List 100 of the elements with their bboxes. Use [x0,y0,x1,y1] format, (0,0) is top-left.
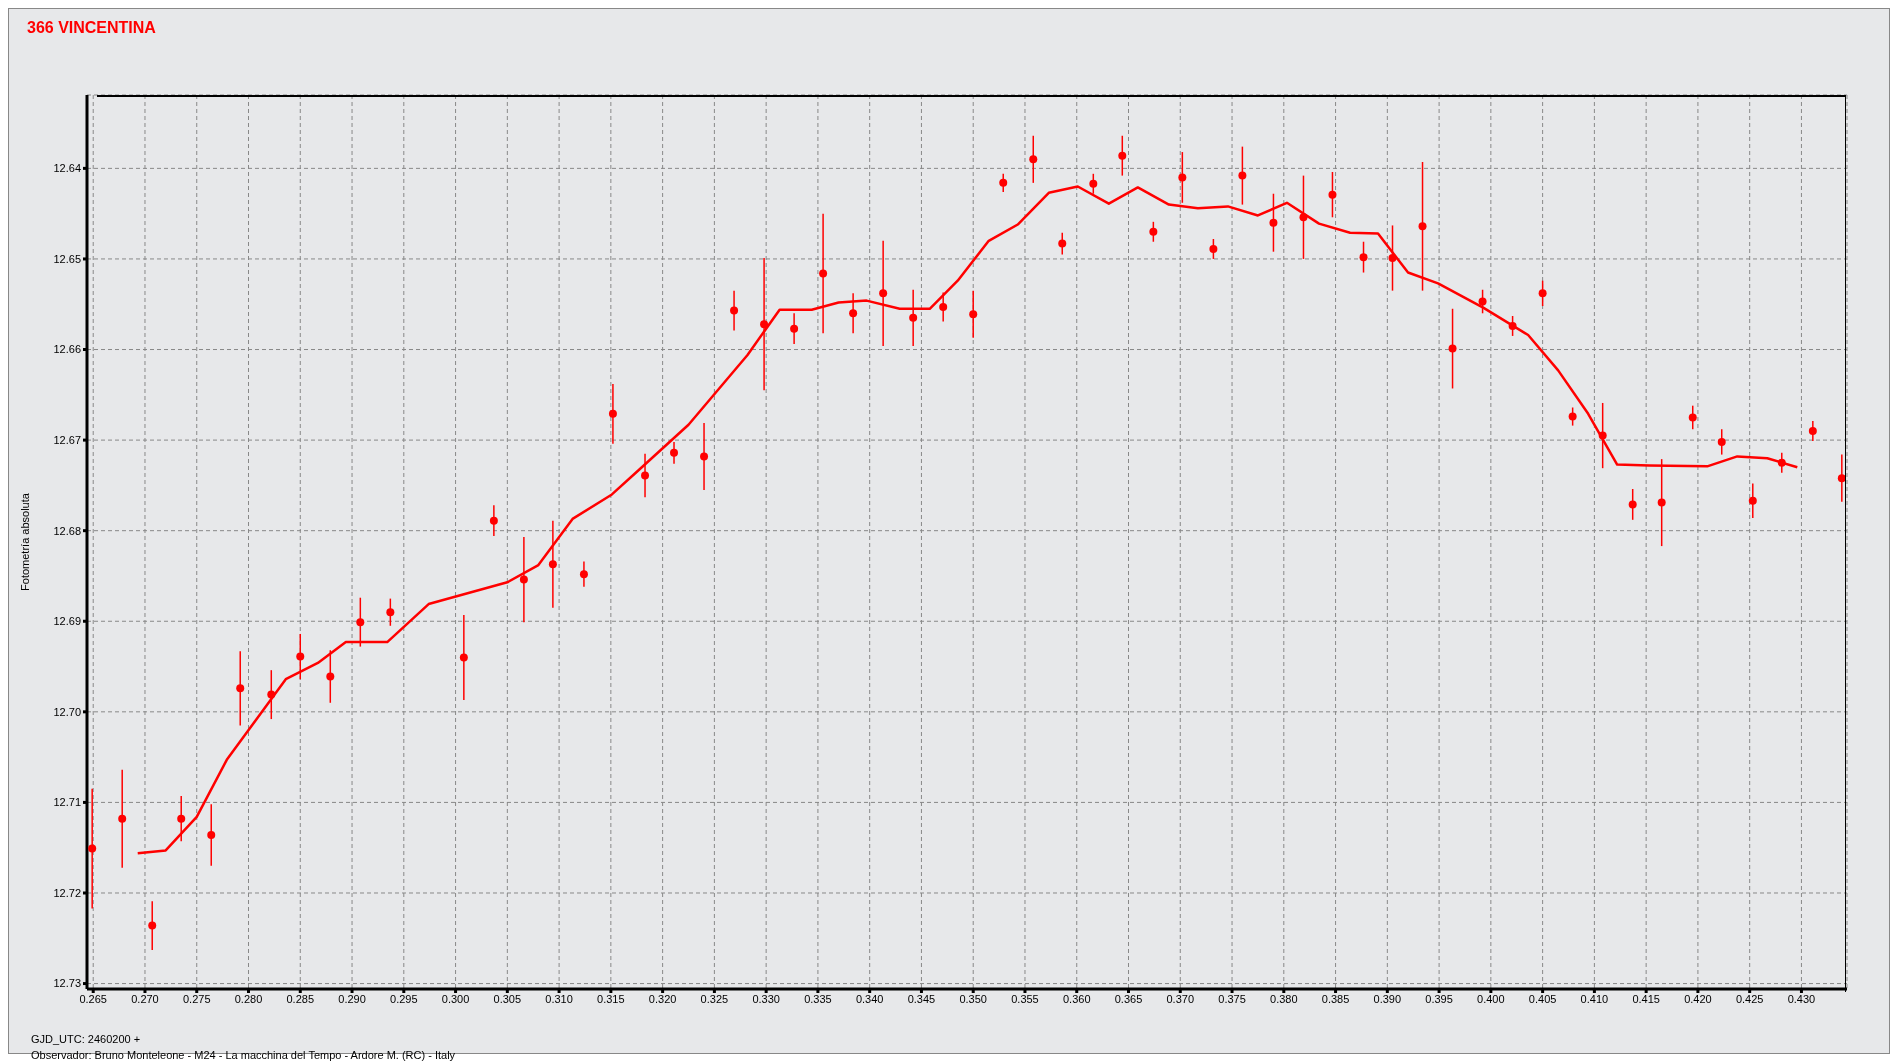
point [849,309,858,318]
y-tick-label: 12.72 [53,886,81,899]
point [999,178,1008,187]
point [148,921,157,930]
point [1688,413,1697,422]
point [548,560,557,569]
point [760,320,769,329]
x-tick-label: 0.350 [959,992,987,1005]
y-tick-label: 12.73 [53,977,81,990]
y-tick-label: 12.70 [53,705,81,718]
y-tick-label: 12.67 [53,434,81,447]
y-tick-label: 12.65 [53,252,81,265]
point [1448,344,1457,353]
point [1058,239,1067,248]
point [1717,437,1726,446]
point [969,310,978,319]
point [730,306,739,315]
point [1777,458,1786,467]
x-tick-label: 0.300 [441,992,470,1005]
x-tick-label: 0.290 [338,992,366,1005]
text: GJD_UTC: 2460200 + [31,1032,142,1047]
x-tick-label: 0.265 [79,992,107,1005]
point [1808,427,1817,436]
point [459,653,468,662]
point [236,684,245,693]
point [356,618,365,627]
point [608,409,617,418]
chart-title: 366 VINCENTINA [27,19,156,37]
x-tick-label: 0.400 [1477,992,1505,1005]
x-tick-label: 0.370 [1166,992,1195,1005]
y-tick-label: 12.71 [53,796,81,809]
point [1568,412,1577,421]
x-tick-label: 0.365 [1114,992,1143,1005]
point [1598,431,1607,440]
point [1628,500,1637,509]
point [519,575,528,584]
x-tick-label: 0.410 [1580,992,1609,1005]
y-axis-title: Fotometría absoluta [18,492,31,591]
x-tick-label: 0.355 [1011,992,1039,1005]
x-tick-label: 0.430 [1787,992,1816,1005]
x-tick-label: 0.405 [1528,992,1557,1005]
point [207,831,216,840]
x-tick-label: 0.395 [1425,992,1453,1005]
point [1388,254,1397,263]
x-tick-label: 0.385 [1321,992,1350,1005]
point [1748,496,1757,505]
point [579,570,588,579]
point [819,269,828,278]
x-tick-label: 0.375 [1218,992,1246,1005]
x-tick-label: 0.280 [234,992,263,1005]
point [1508,321,1517,330]
point [1089,179,1098,188]
point [1178,173,1187,182]
x-tick-label: 0.360 [1062,992,1091,1005]
point [1328,190,1337,199]
point [177,814,186,823]
point [790,324,799,333]
point [909,313,918,322]
point [670,448,679,457]
y-tick-label: 12.64 [53,162,81,175]
point [1209,244,1218,253]
x-tick-label: 0.270 [131,992,159,1005]
x-tick-label: 0.275 [182,992,211,1005]
x-tick-label: 0.315 [597,992,625,1005]
x-tick-label: 0.380 [1270,992,1298,1005]
text: Observador: Bruno Monteleone - M24 - La macchina del Tempo - Ardore M. (RC) - Italy [31,1048,456,1062]
point [326,672,335,681]
point [1299,213,1308,222]
x-tick-label: 0.305 [493,992,522,1005]
point [296,652,305,661]
x-tick-label: 0.310 [545,992,573,1005]
point [1478,297,1487,306]
y-tick-label: 12.68 [53,524,81,537]
point [1538,289,1547,298]
point [879,289,888,298]
point [1359,253,1368,262]
x-tick-label: 0.345 [907,992,936,1005]
x-tick-label: 0.390 [1373,992,1402,1005]
x-tick-label: 0.295 [390,992,418,1005]
point [386,608,395,617]
point [489,516,498,525]
point [700,452,709,461]
x-tick-label: 0.420 [1684,992,1712,1005]
x-tick-label: 0.325 [700,992,729,1005]
x-tick-label: 0.425 [1735,992,1764,1005]
point [1837,474,1846,483]
x-tick-label: 0.330 [752,992,780,1005]
x-tick-label: 0.335 [804,992,832,1005]
x-tick-label: 0.320 [648,992,677,1005]
point [1269,218,1278,227]
x-tick-label: 0.285 [286,992,315,1005]
point [118,814,127,823]
point [1118,151,1127,160]
point [1657,498,1666,507]
point [641,471,650,480]
point [1149,227,1158,236]
point [939,302,948,311]
point [1029,155,1038,164]
y-tick-label: 12.66 [53,343,81,356]
point [1238,171,1247,180]
